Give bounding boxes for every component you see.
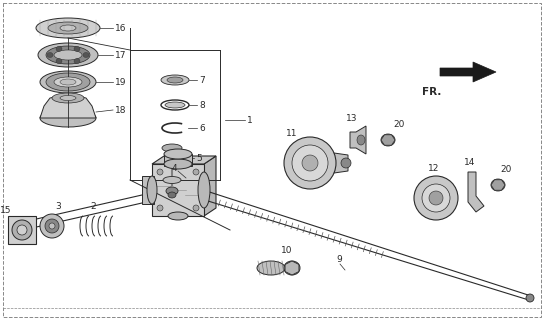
Ellipse shape bbox=[284, 137, 336, 189]
Ellipse shape bbox=[292, 145, 328, 181]
Ellipse shape bbox=[56, 46, 62, 52]
Ellipse shape bbox=[60, 79, 76, 85]
Ellipse shape bbox=[168, 192, 176, 198]
Ellipse shape bbox=[60, 95, 76, 100]
Polygon shape bbox=[381, 135, 395, 145]
Text: 13: 13 bbox=[346, 114, 357, 123]
Ellipse shape bbox=[47, 52, 53, 58]
Polygon shape bbox=[350, 126, 366, 154]
Ellipse shape bbox=[36, 18, 100, 38]
Text: 10: 10 bbox=[281, 245, 293, 254]
Ellipse shape bbox=[17, 225, 27, 235]
Ellipse shape bbox=[341, 158, 351, 168]
Ellipse shape bbox=[40, 109, 96, 127]
Bar bbox=[164, 154, 192, 166]
Ellipse shape bbox=[52, 93, 84, 103]
Text: 7: 7 bbox=[199, 76, 205, 84]
Ellipse shape bbox=[164, 149, 192, 159]
Ellipse shape bbox=[49, 223, 55, 229]
Ellipse shape bbox=[165, 102, 185, 108]
Text: 18: 18 bbox=[115, 106, 127, 115]
Text: 12: 12 bbox=[428, 164, 440, 172]
Ellipse shape bbox=[381, 134, 395, 146]
Text: 4: 4 bbox=[172, 164, 178, 172]
Ellipse shape bbox=[167, 77, 183, 83]
Text: 9: 9 bbox=[336, 255, 342, 265]
Ellipse shape bbox=[257, 261, 285, 275]
Ellipse shape bbox=[162, 144, 182, 152]
Ellipse shape bbox=[161, 75, 189, 85]
Ellipse shape bbox=[302, 155, 318, 171]
Ellipse shape bbox=[54, 77, 82, 87]
Ellipse shape bbox=[198, 172, 210, 208]
Polygon shape bbox=[152, 156, 216, 164]
Ellipse shape bbox=[40, 71, 96, 93]
Ellipse shape bbox=[56, 59, 62, 64]
Ellipse shape bbox=[422, 184, 450, 212]
Ellipse shape bbox=[429, 191, 443, 205]
Text: FR.: FR. bbox=[422, 87, 441, 97]
Ellipse shape bbox=[12, 220, 32, 240]
Ellipse shape bbox=[414, 176, 458, 220]
Ellipse shape bbox=[60, 25, 76, 31]
Polygon shape bbox=[40, 94, 96, 118]
Ellipse shape bbox=[147, 176, 157, 204]
Ellipse shape bbox=[526, 294, 534, 302]
Polygon shape bbox=[440, 62, 496, 82]
Ellipse shape bbox=[74, 46, 80, 52]
Ellipse shape bbox=[74, 59, 80, 64]
Text: 2: 2 bbox=[90, 202, 96, 211]
Ellipse shape bbox=[164, 159, 192, 169]
Ellipse shape bbox=[83, 52, 89, 58]
Ellipse shape bbox=[357, 135, 365, 145]
Text: 6: 6 bbox=[199, 124, 205, 132]
Ellipse shape bbox=[48, 22, 88, 34]
Text: 8: 8 bbox=[199, 100, 205, 109]
Ellipse shape bbox=[193, 169, 199, 175]
Text: 15: 15 bbox=[0, 205, 11, 214]
Text: 3: 3 bbox=[55, 202, 61, 211]
Polygon shape bbox=[152, 164, 204, 216]
Text: 17: 17 bbox=[115, 51, 127, 60]
Text: 20: 20 bbox=[500, 164, 511, 173]
Ellipse shape bbox=[46, 73, 90, 91]
Ellipse shape bbox=[54, 50, 82, 60]
Ellipse shape bbox=[46, 46, 90, 64]
Ellipse shape bbox=[45, 219, 59, 233]
Ellipse shape bbox=[157, 205, 163, 211]
Polygon shape bbox=[468, 172, 484, 212]
Polygon shape bbox=[8, 216, 36, 244]
Text: 16: 16 bbox=[115, 23, 127, 33]
Ellipse shape bbox=[166, 187, 178, 195]
Ellipse shape bbox=[40, 214, 64, 238]
Text: 20: 20 bbox=[393, 119, 404, 129]
Ellipse shape bbox=[38, 43, 98, 67]
Ellipse shape bbox=[157, 169, 163, 175]
Text: 1: 1 bbox=[247, 116, 253, 124]
Ellipse shape bbox=[168, 212, 188, 220]
Polygon shape bbox=[491, 180, 505, 190]
Text: 14: 14 bbox=[464, 157, 475, 166]
Ellipse shape bbox=[163, 177, 181, 183]
Bar bbox=[142, 176, 154, 204]
Ellipse shape bbox=[193, 205, 199, 211]
Text: 19: 19 bbox=[115, 77, 127, 86]
Text: 5: 5 bbox=[196, 154, 202, 163]
Polygon shape bbox=[204, 156, 216, 216]
Polygon shape bbox=[285, 261, 299, 275]
Text: 11: 11 bbox=[286, 129, 298, 138]
Polygon shape bbox=[334, 153, 348, 173]
Ellipse shape bbox=[491, 179, 505, 191]
Ellipse shape bbox=[284, 261, 300, 275]
